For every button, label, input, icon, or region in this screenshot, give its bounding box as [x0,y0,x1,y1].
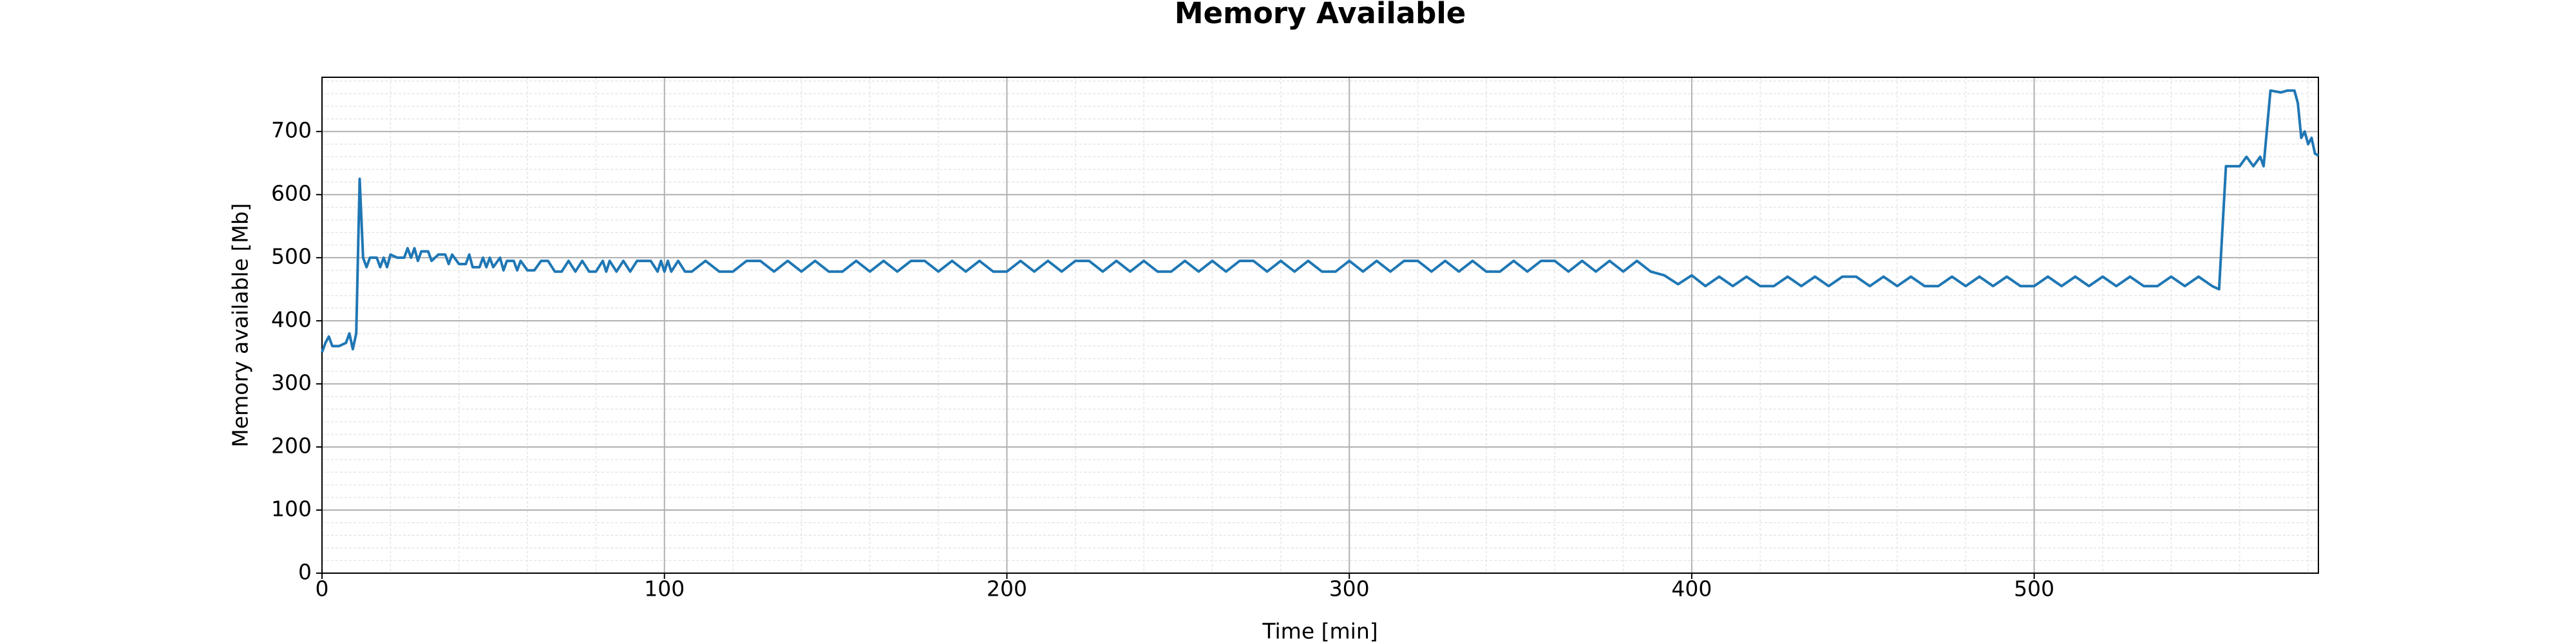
plot-frame [321,77,2319,574]
y-tick-label: 400 [271,307,312,332]
x-tick-label: 100 [644,576,685,601]
y-tick-label: 600 [271,181,312,206]
y-tick-label: 300 [271,370,312,395]
y-tick-label: 200 [271,433,312,459]
x-tick-label: 200 [987,576,1027,601]
y-tick-label: 700 [271,118,312,143]
y-axis-label: Memory available [Mb] [228,203,253,447]
x-tick-label: 500 [2014,576,2054,601]
chart-title: Memory Available [1175,0,1466,30]
y-tick-label: 0 [298,560,312,585]
y-tick-label: 500 [271,244,312,269]
x-tick-label: 400 [1671,576,1712,601]
data-line [321,89,2319,353]
y-tick-label: 100 [271,497,312,522]
x-axis-label: Time [min] [1262,619,1378,644]
x-tick-label: 0 [316,576,329,601]
x-tick-label: 300 [1329,576,1370,601]
